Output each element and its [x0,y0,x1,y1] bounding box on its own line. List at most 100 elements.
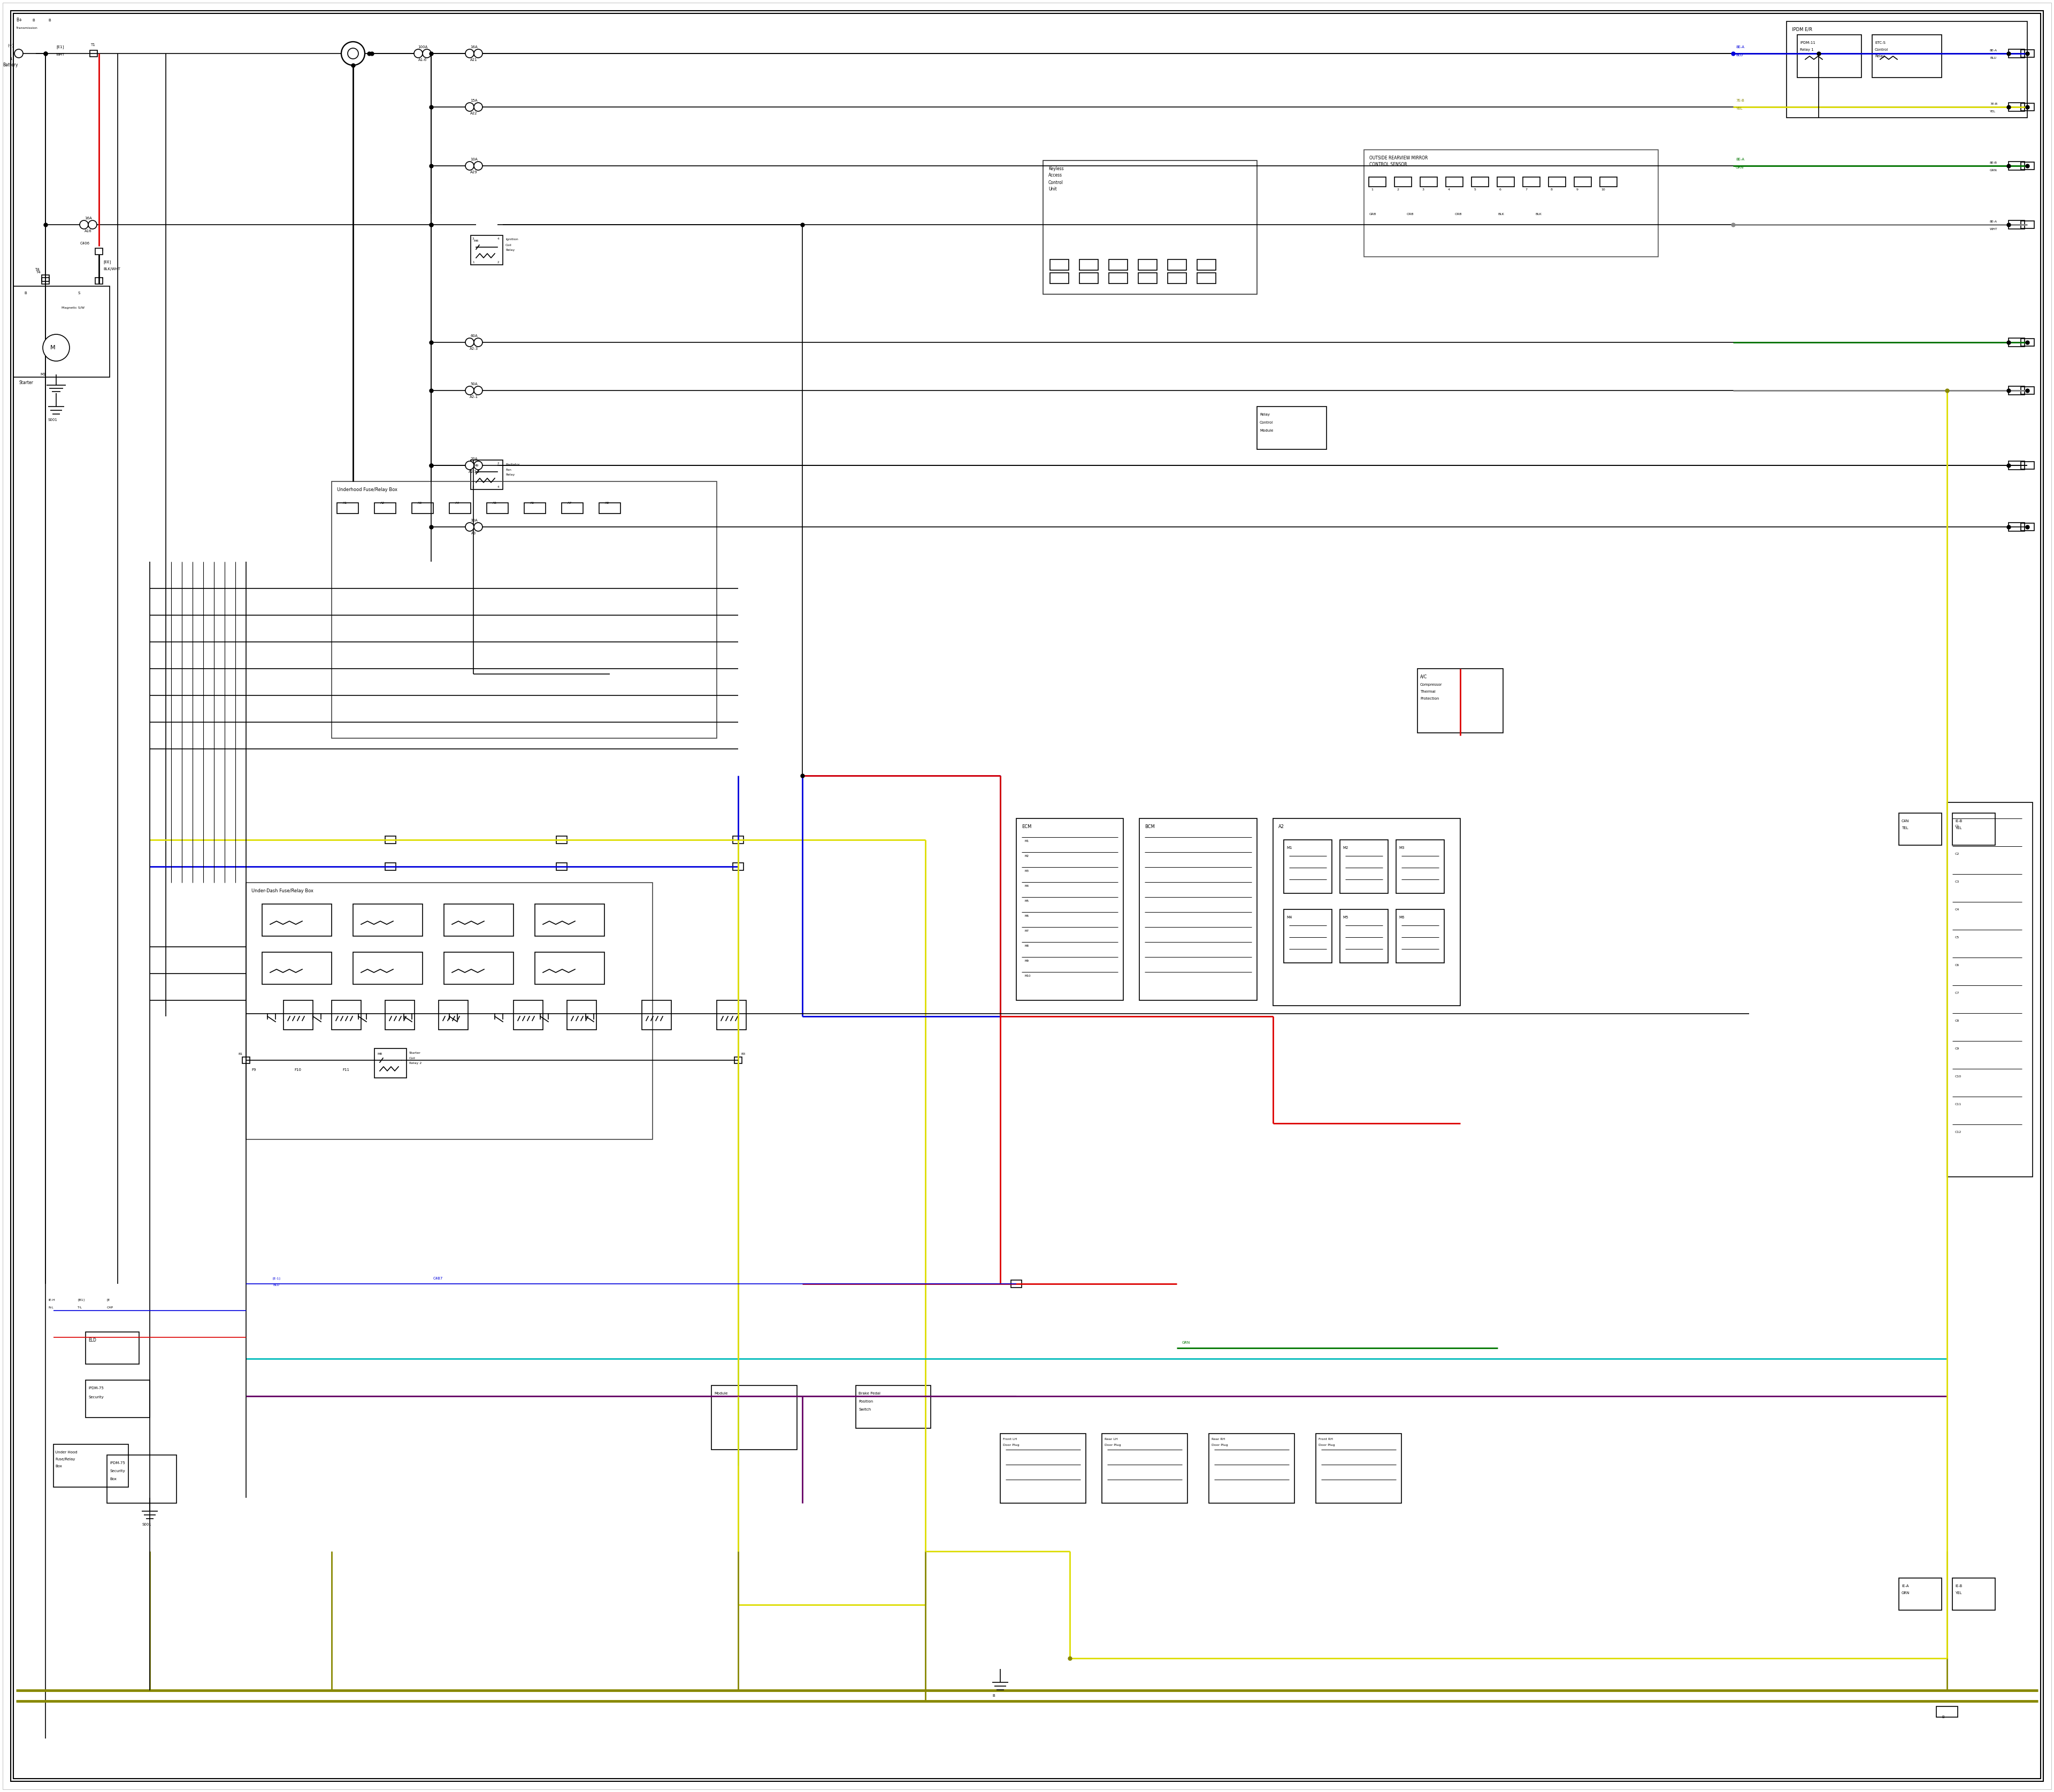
Text: M1: M1 [41,373,45,376]
Circle shape [466,339,474,346]
Text: B: B [25,292,27,294]
Text: C406: C406 [80,242,90,246]
Bar [1397,840,1444,894]
Text: WHT: WHT [55,54,66,56]
Text: B: B [1941,1715,1945,1719]
Text: Control: Control [1875,48,1888,52]
Text: M5: M5 [1025,900,1029,903]
Bar [450,504,470,514]
Text: GRN: GRN [1736,167,1744,168]
Text: S: S [78,292,80,294]
Text: Access: Access [1048,174,1062,177]
Text: M1: M1 [1286,846,1292,849]
Text: 7E-B: 7E-B [1736,99,1744,102]
Bar [557,837,567,844]
Bar [733,837,744,844]
Bar [1446,177,1462,186]
Text: 6: 6 [1499,188,1501,192]
Text: [E: [E [107,1299,111,1301]
Bar [331,1000,362,1030]
Text: Rear RH: Rear RH [1212,1437,1224,1441]
Bar [1898,814,1941,846]
Text: A8: A8 [606,502,610,504]
Bar [1417,668,1504,733]
Bar [374,504,396,514]
Text: A6: A6 [530,502,534,504]
Bar [1109,272,1128,283]
Bar [1080,260,1099,271]
Text: Unit: Unit [1048,186,1058,192]
Bar [94,249,103,254]
Bar [413,504,433,514]
Text: Fuse/Relay: Fuse/Relay [55,1457,76,1460]
Bar [246,883,653,1140]
Circle shape [474,523,483,530]
Bar [2009,461,2025,470]
Text: Box: Box [55,1464,62,1468]
Text: BLU: BLU [1990,56,1996,59]
Text: Box: Box [109,1477,117,1480]
Text: C9: C9 [1955,1048,1960,1050]
Text: C4N: C4N [1902,819,1910,823]
Text: A1: A1 [343,502,347,504]
Text: Door Plug: Door Plug [1105,1444,1121,1446]
Text: M6: M6 [1025,916,1029,918]
Bar [444,952,514,984]
Text: M6: M6 [1399,916,1405,919]
Bar [1197,260,1216,271]
Text: Protection: Protection [1419,697,1440,701]
Bar [1549,177,1565,186]
Bar [1787,22,2027,118]
Bar [353,952,423,984]
Text: IPDM-75: IPDM-75 [109,1462,125,1464]
Bar [2021,462,2033,470]
Text: M2: M2 [1025,855,1029,858]
Text: Door Plug: Door Plug [1319,1444,1335,1446]
Text: Magnetic S/W: Magnetic S/W [62,306,84,308]
Bar [1284,909,1331,962]
Text: C4: C4 [1955,909,1960,912]
Bar [1138,272,1156,283]
Text: 60A: 60A [470,335,479,337]
Text: Rear LH: Rear LH [1105,1437,1117,1441]
Text: A7: A7 [567,502,571,504]
Text: M8: M8 [1025,944,1029,948]
Text: Relay: Relay [505,473,516,477]
Bar [1043,161,1257,294]
Text: 10: 10 [1600,188,1604,192]
Text: 1: 1 [1370,188,1372,192]
Text: A5: A5 [493,502,497,504]
Text: C5: C5 [1955,937,1960,939]
Text: C4P: C4P [107,1306,113,1310]
Text: TEL: TEL [1902,826,1908,830]
Text: 3: 3 [1421,188,1423,192]
Bar [717,1000,746,1030]
Bar [2021,161,2033,170]
Text: BLU: BLU [1736,54,1744,57]
Text: S001: S001 [142,1523,152,1527]
Bar [561,504,583,514]
Text: T4: T4 [35,271,41,274]
Text: C2: C2 [1955,853,1960,855]
Text: 4: 4 [1448,188,1450,192]
Circle shape [341,41,366,65]
Text: C12: C12 [1955,1131,1962,1134]
Bar [1364,151,1658,256]
Text: ORB: ORB [1407,213,1413,215]
Bar [857,1385,930,1428]
Text: C8: C8 [1955,1020,1960,1023]
Bar [90,50,97,57]
Text: M4: M4 [1286,916,1292,919]
Text: T-L: T-L [78,1306,82,1310]
Text: 7E-B: 7E-B [1990,102,1996,106]
Bar [1937,1706,1957,1717]
Text: A/C: A/C [1419,674,1428,679]
Text: A3: A3 [417,502,423,504]
Bar [1797,34,1861,77]
Bar [1000,1434,1087,1503]
Text: C1: C1 [1955,824,1960,828]
Bar [2009,161,2025,170]
Text: Relay: Relay [1875,54,1886,57]
Text: 8E-A: 8E-A [1736,45,1744,48]
Text: F11: F11 [343,1068,349,1072]
